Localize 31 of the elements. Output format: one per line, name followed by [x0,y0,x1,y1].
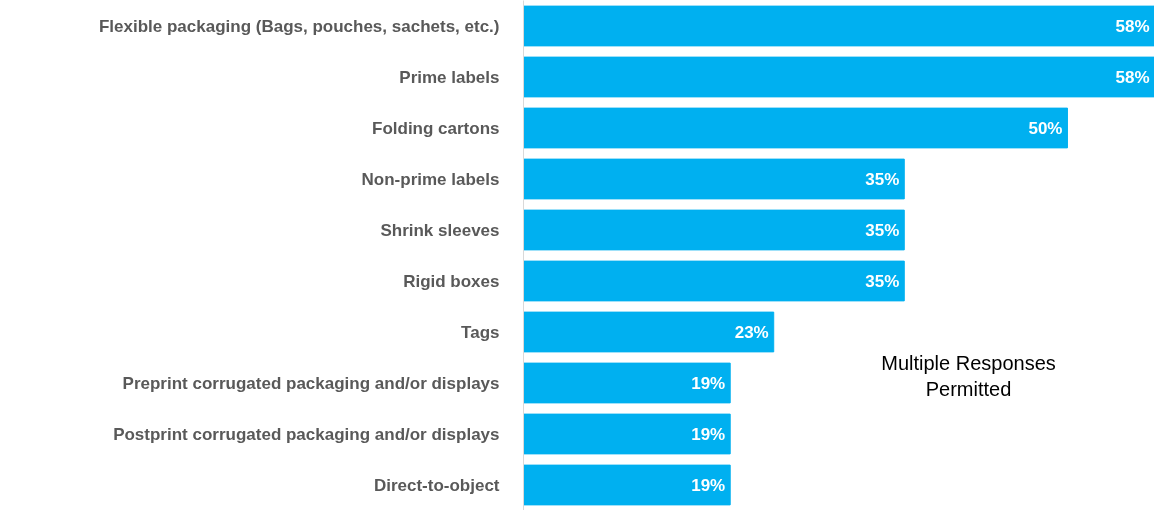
y-tick-label: Tags [461,322,500,342]
data-label: 19% [691,424,726,444]
data-label: 19% [691,373,726,393]
data-label: 35% [865,220,900,240]
bar [523,260,905,302]
bar [523,107,1068,149]
y-tick-label: Prime labels [399,67,500,87]
data-label: 19% [691,475,726,495]
data-label: 35% [865,271,900,291]
bar [523,56,1154,98]
y-tick-label: Flexible packaging (Bags, pouches, sachets, etc.) [98,16,500,36]
bar [523,158,905,200]
y-tick-label: Rigid boxes [403,271,500,291]
bar [523,209,905,251]
y-tick-label: Direct-to-object [373,475,500,495]
bar [523,413,731,455]
data-label: 58% [1115,16,1150,36]
y-tick-label: Postprint corrugated packaging and/or displays [113,424,500,444]
y-tick-label: Preprint corrugated packaging and/or displays [122,373,500,393]
annotation: Multiple Responses Permitted [881,352,1056,401]
data-label: 58% [1115,67,1150,87]
data-label: 23% [734,322,769,342]
bar [523,5,1154,47]
bar [523,464,731,506]
y-tick-label: Shrink sleeves [380,220,500,240]
y-tick-label: Folding cartons [372,118,500,138]
bar [523,362,731,404]
data-label: 35% [865,169,900,189]
y-tick-label: Non-prime labels [361,169,500,189]
bar [523,311,775,353]
data-label: 50% [1028,118,1063,138]
